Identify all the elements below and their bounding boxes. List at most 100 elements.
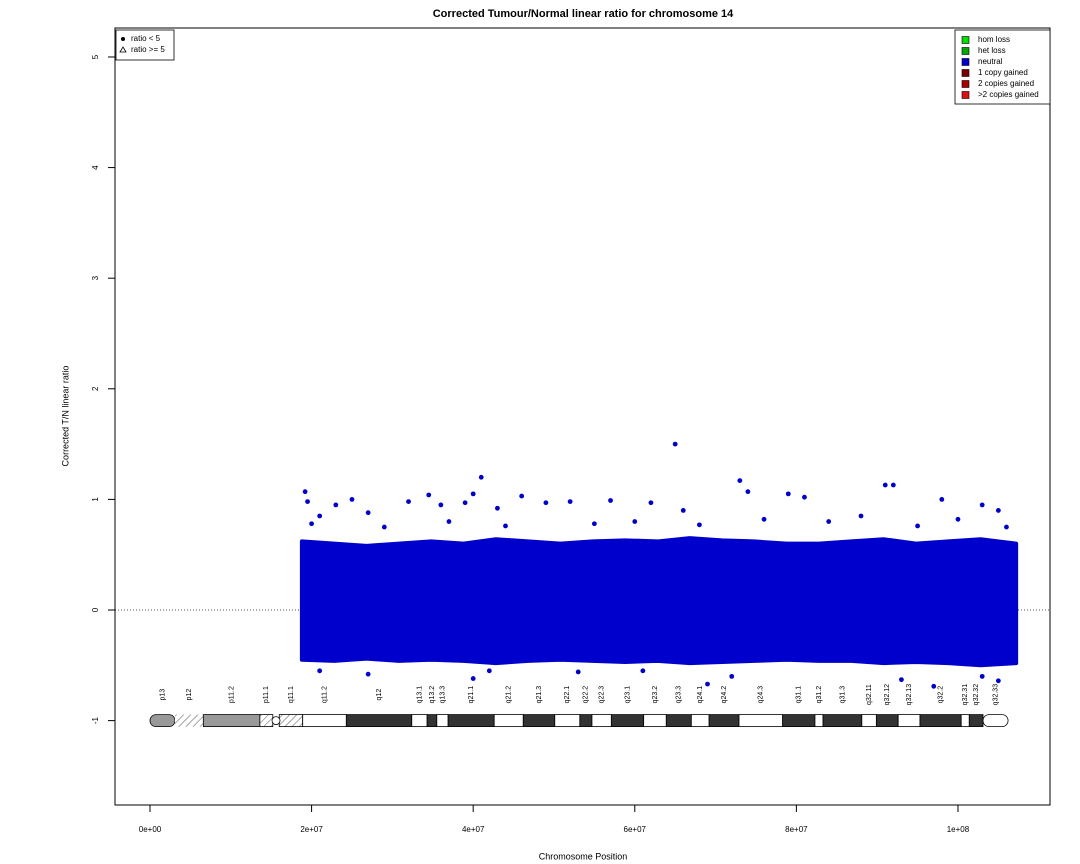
point — [503, 523, 508, 529]
y-tick-label: 2 — [91, 386, 100, 391]
legend-box — [954, 29, 1051, 105]
point — [309, 521, 314, 527]
band-label: q23.2 — [652, 686, 659, 704]
x-tick-label: 8e+07 — [785, 825, 808, 834]
point — [495, 505, 500, 511]
band-label: q32.13 — [906, 684, 913, 706]
point — [446, 519, 452, 524]
band-label: p11.2 — [228, 686, 235, 703]
band-label: q13.2 — [429, 686, 436, 704]
band — [960, 714, 970, 728]
point — [302, 489, 308, 495]
point — [648, 500, 654, 506]
x-tick-label: 6e+07 — [624, 825, 647, 834]
band-label: p12 — [186, 689, 193, 701]
band — [897, 714, 921, 728]
point — [939, 496, 945, 502]
point — [1004, 524, 1009, 530]
legend-label: ratio < 5 — [131, 34, 161, 43]
band-label: q31.3 — [839, 686, 846, 704]
point — [478, 474, 484, 480]
point — [826, 519, 832, 524]
band-label: p13 — [159, 689, 166, 701]
legend-label: 1 copy gained — [978, 68, 1028, 77]
point — [632, 519, 638, 524]
point — [333, 502, 339, 508]
point — [890, 482, 896, 488]
legend-swatch — [961, 69, 970, 77]
band-label: q24.3 — [758, 686, 765, 704]
legend-label: het loss — [978, 46, 1006, 55]
point — [697, 522, 702, 528]
legend-label: ratio >= 5 — [131, 45, 165, 54]
point — [705, 681, 710, 687]
band — [554, 714, 581, 728]
band — [493, 714, 524, 728]
legend-marker — [121, 37, 125, 41]
point — [729, 673, 735, 679]
band-label: q24.2 — [721, 686, 728, 704]
legend-label: neutral — [978, 57, 1003, 66]
band — [259, 714, 274, 728]
point — [858, 513, 864, 519]
point — [745, 489, 751, 495]
band-label: q32.2 — [937, 686, 944, 704]
band — [708, 714, 740, 728]
band-label: q11.2 — [321, 686, 328, 703]
band — [919, 714, 962, 728]
point — [486, 668, 492, 674]
y-tick-label: 0 — [91, 607, 100, 612]
point — [899, 677, 904, 683]
point — [608, 498, 613, 503]
band-label: q23.1 — [624, 686, 631, 704]
band — [411, 714, 428, 728]
legend-marker — [119, 46, 127, 53]
band — [822, 714, 863, 728]
band — [591, 714, 612, 728]
band-label: q13.3 — [439, 686, 446, 704]
band-label: q21.3 — [536, 686, 543, 704]
x-tick-label: 0e+00 — [139, 825, 162, 834]
x-tick-label: 4e+07 — [462, 825, 485, 834]
x-tick-label: 2e+07 — [300, 825, 323, 834]
point — [672, 441, 678, 447]
legend-swatch — [961, 80, 970, 88]
point — [462, 500, 468, 506]
band-label: q22.1 — [564, 686, 571, 704]
y-tick-label: -1 — [91, 717, 100, 725]
point — [365, 671, 371, 677]
band — [149, 714, 176, 728]
band — [875, 714, 899, 728]
dense-points-area — [299, 536, 1019, 668]
band — [345, 714, 413, 728]
band-label: q12 — [376, 689, 383, 701]
point — [737, 478, 743, 483]
band — [665, 714, 692, 728]
band — [522, 714, 556, 728]
band — [302, 714, 347, 728]
band-label: q24.1 — [697, 686, 704, 704]
band — [610, 714, 645, 728]
point — [979, 673, 985, 679]
point — [575, 669, 581, 675]
legend-swatch — [961, 91, 970, 99]
band-label: q32.12 — [884, 684, 891, 706]
band-label: q32.32 — [973, 684, 980, 706]
band — [426, 714, 438, 728]
band — [447, 714, 495, 728]
point — [305, 499, 310, 505]
band-label: q32.11 — [866, 684, 873, 705]
y-axis-label: Corrected T/N linear ratio — [60, 366, 70, 467]
point — [979, 502, 985, 508]
y-tick-label: 1 — [91, 497, 100, 502]
band-label: q32.31 — [962, 684, 969, 706]
point — [519, 493, 525, 499]
band — [643, 714, 667, 728]
band — [690, 714, 710, 728]
centromere — [271, 716, 281, 726]
point — [470, 676, 476, 681]
band-label: q13.1 — [416, 686, 423, 704]
point — [955, 516, 961, 522]
